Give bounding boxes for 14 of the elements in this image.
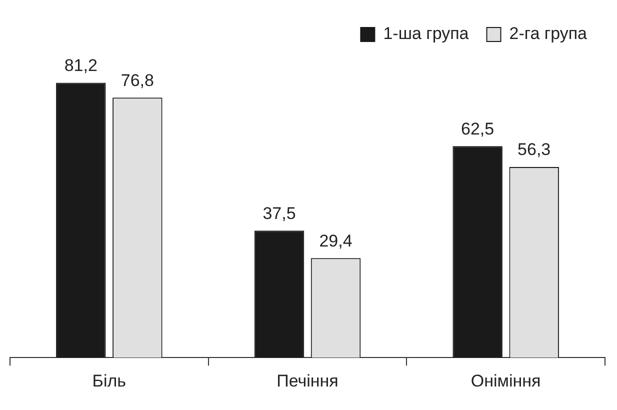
- legend-label: 2-га група: [509, 24, 588, 44]
- x-tick-label: Печіння: [276, 371, 338, 390]
- data-label: 56,3: [518, 140, 551, 160]
- x-tick-label: Біль: [92, 371, 126, 390]
- legend-label: 1-ша група: [383, 24, 470, 44]
- bar: [56, 82, 106, 358]
- x-tick-label: Оніміння: [470, 371, 541, 390]
- data-label: 37,5: [262, 204, 296, 223]
- data-label: 76,8: [120, 70, 154, 90]
- bar: [452, 146, 502, 358]
- data-label: 29,4: [319, 231, 352, 250]
- data-label: 81,2: [64, 56, 98, 75]
- data-label: 62,5: [461, 119, 494, 138]
- bar: [254, 230, 304, 358]
